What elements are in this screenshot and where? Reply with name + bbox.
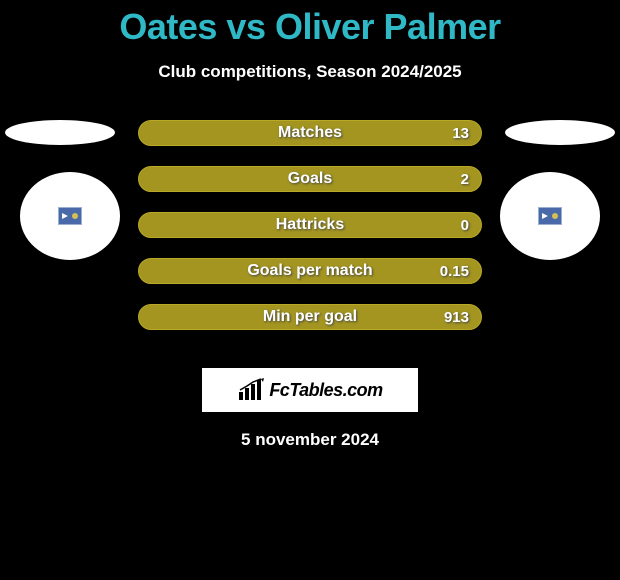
player-left-ellipse: [5, 120, 115, 145]
stat-value: 13: [452, 125, 469, 142]
logo-box[interactable]: FcTables.com: [202, 368, 418, 412]
player-right-avatar: [500, 172, 600, 260]
stat-label: Min per goal: [263, 308, 357, 326]
stat-label: Matches: [278, 124, 342, 142]
stat-value: 2: [461, 171, 469, 188]
stat-value: 0: [461, 217, 469, 234]
placeholder-icon: [538, 207, 562, 225]
stat-value: 0.15: [440, 263, 469, 280]
comparison-area: Matches 13 Goals 2 Hattricks 0 Goals per…: [0, 120, 620, 360]
stat-label: Hattricks: [276, 216, 344, 234]
player-right-ellipse: [505, 120, 615, 145]
player-left-avatar: [20, 172, 120, 260]
stat-row: Goals 2: [138, 166, 482, 192]
bar-chart-icon: [237, 378, 265, 402]
stat-label: Goals: [288, 170, 332, 188]
page-title: Oates vs Oliver Palmer: [0, 0, 620, 48]
placeholder-icon: [58, 207, 82, 225]
stat-row: Hattricks 0: [138, 212, 482, 238]
stat-row: Goals per match 0.15: [138, 258, 482, 284]
stats-list: Matches 13 Goals 2 Hattricks 0 Goals per…: [138, 120, 482, 330]
stat-row: Min per goal 913: [138, 304, 482, 330]
stat-label: Goals per match: [247, 262, 372, 280]
page-subtitle: Club competitions, Season 2024/2025: [0, 62, 620, 82]
stat-row: Matches 13: [138, 120, 482, 146]
logo-text: FcTables.com: [269, 380, 382, 401]
footer-date: 5 november 2024: [0, 430, 620, 450]
stat-value: 913: [444, 309, 469, 326]
